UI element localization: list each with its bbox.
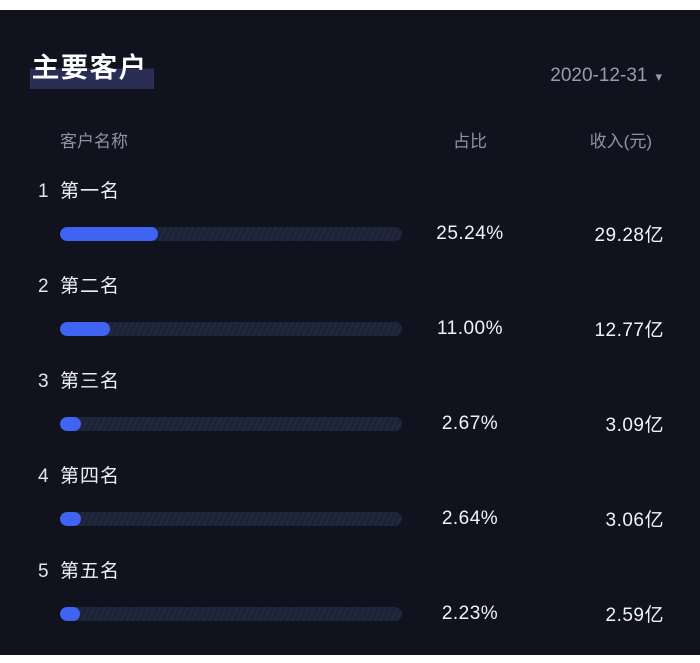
revenue-value: 3.09亿 [605, 415, 664, 436]
bar-track [60, 321, 402, 336]
customer-name: 第三名 [60, 371, 121, 392]
customer-row-label: 5 第五名 [30, 556, 666, 583]
revenue-value: 12.77亿 [594, 320, 664, 341]
ratio-value: 25.24% [436, 222, 504, 244]
major-customers-panel: 主要客户 2020-12-31 ▾ 客户名称 占比 收入(元) 1 第一名 25… [0, 10, 700, 655]
customer-row-label: 4 第四名 [30, 461, 666, 488]
customer-row: 5 第五名 2.23% 2.59亿 [30, 556, 666, 627]
revenue-value: 2.59亿 [605, 605, 664, 626]
bar-track [60, 606, 402, 621]
bar-fill [60, 511, 81, 526]
customer-row-values: 2.23% 2.59亿 [30, 600, 666, 627]
customer-row-values: 25.24% 29.28亿 [30, 220, 666, 247]
customer-name: 第四名 [60, 466, 121, 487]
table-header: 客户名称 占比 收入(元) [30, 127, 666, 152]
page-title: 主要客户 [30, 46, 154, 89]
bar-fill [60, 321, 110, 336]
customer-row-label: 1 第一名 [30, 176, 666, 203]
bar-fill [60, 226, 159, 241]
chevron-down-icon: ▾ [655, 69, 662, 84]
customer-list: 1 第一名 25.24% 29.28亿 2 第二名 11.00% 12.77亿 … [30, 176, 666, 627]
customer-row-values: 11.00% 12.77亿 [30, 315, 666, 342]
panel-header: 主要客户 2020-12-31 ▾ [30, 46, 666, 89]
date-selector[interactable]: 2020-12-31 ▾ [550, 65, 662, 89]
rank-number: 1 [38, 181, 49, 202]
column-header-ratio: 占比 [453, 132, 487, 151]
customer-row-values: 2.67% 3.09亿 [30, 410, 666, 437]
ratio-value: 2.64% [441, 507, 499, 529]
customer-name: 第五名 [60, 561, 121, 582]
column-header-name: 客户名称 [60, 132, 128, 151]
date-value: 2020-12-31 [550, 65, 648, 86]
bar-track [60, 226, 402, 241]
customer-row: 1 第一名 25.24% 29.28亿 [30, 176, 666, 247]
customer-row-values: 2.64% 3.06亿 [30, 505, 666, 532]
rank-number: 2 [38, 276, 49, 297]
customer-name: 第二名 [60, 276, 121, 297]
customer-row: 2 第二名 11.00% 12.77亿 [30, 271, 666, 342]
ratio-value: 11.00% [436, 317, 504, 339]
bar-track [60, 416, 402, 431]
ratio-value: 2.67% [441, 412, 499, 434]
customer-name: 第一名 [60, 181, 121, 202]
rank-number: 3 [38, 371, 49, 392]
customer-row: 4 第四名 2.64% 3.06亿 [30, 461, 666, 532]
revenue-value: 29.28亿 [594, 225, 664, 246]
customer-row-label: 3 第三名 [30, 366, 666, 393]
rank-number: 5 [38, 561, 49, 582]
customer-row: 3 第三名 2.67% 3.09亿 [30, 366, 666, 437]
ratio-value: 2.23% [441, 602, 499, 624]
customer-row-label: 2 第二名 [30, 271, 666, 298]
bar-track [60, 511, 402, 526]
rank-number: 4 [38, 466, 49, 487]
bar-fill [60, 416, 82, 431]
revenue-value: 3.06亿 [605, 510, 664, 531]
bar-fill [60, 606, 80, 621]
column-header-revenue: 收入(元) [589, 132, 652, 151]
